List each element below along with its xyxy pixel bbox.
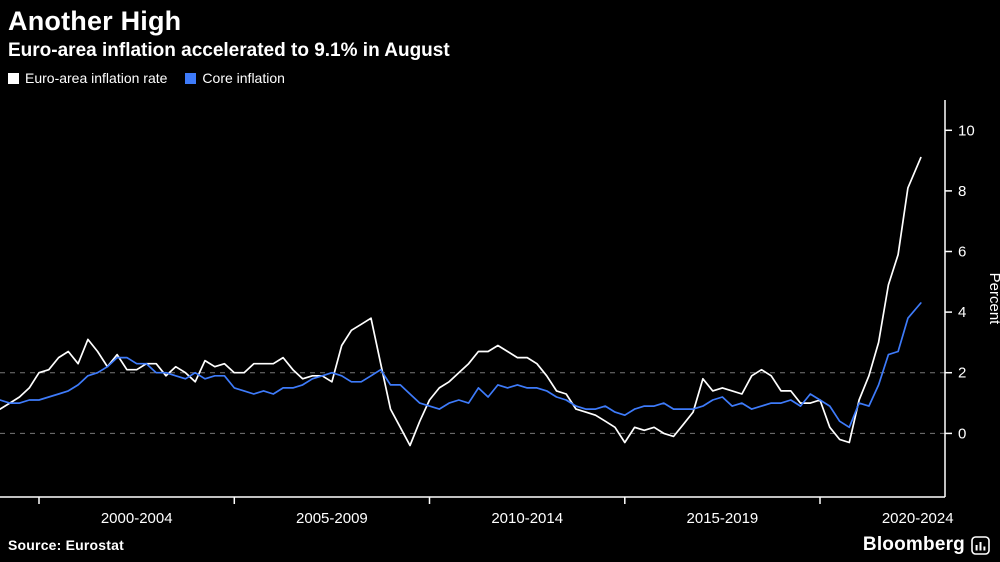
bloomberg-logo: Bloomberg [863,534,990,556]
legend-label-core: Core inflation [202,70,285,87]
svg-text:6: 6 [958,244,966,261]
legend-item-headline: Euro-area inflation rate [8,70,167,86]
chart-header: Another High Euro-area inflation acceler… [0,0,1000,86]
svg-text:2020-2024: 2020-2024 [882,510,954,527]
svg-text:2005-2009: 2005-2009 [296,510,368,527]
bloomberg-wordmark: Bloomberg [862,534,965,555]
legend-label-headline: Euro-area inflation rate [25,70,168,87]
svg-text:4: 4 [958,304,966,321]
chart-legend: Euro-area inflation rate Core inflation [8,70,990,86]
svg-text:2000-2004: 2000-2004 [101,510,173,527]
svg-text:8: 8 [958,183,966,200]
svg-text:0: 0 [958,425,966,442]
core-series-swatch [185,72,197,84]
svg-text:10: 10 [958,122,975,139]
svg-text:2015-2019: 2015-2019 [687,510,759,527]
chart-footer: Source: Eurostat Bloomberg [0,534,1000,558]
inflation-line-chart: 0 2 4 6 8 10 2000-2004 2005-2009 2010-2014 2015-2… [0,100,1000,527]
source-label: Source: Eurostat [8,537,124,553]
bloomberg-terminal-icon [971,535,990,555]
svg-text:Percent: Percent [986,273,1000,326]
svg-text:2: 2 [958,365,966,382]
page-title: Another High [8,6,182,36]
legend-item-core: Core inflation [185,70,285,86]
headline-series-swatch [8,72,19,84]
svg-text:2010-2014: 2010-2014 [491,510,563,527]
chart-subtitle: Euro-area inflation accelerated to 9.1% … [8,40,450,62]
